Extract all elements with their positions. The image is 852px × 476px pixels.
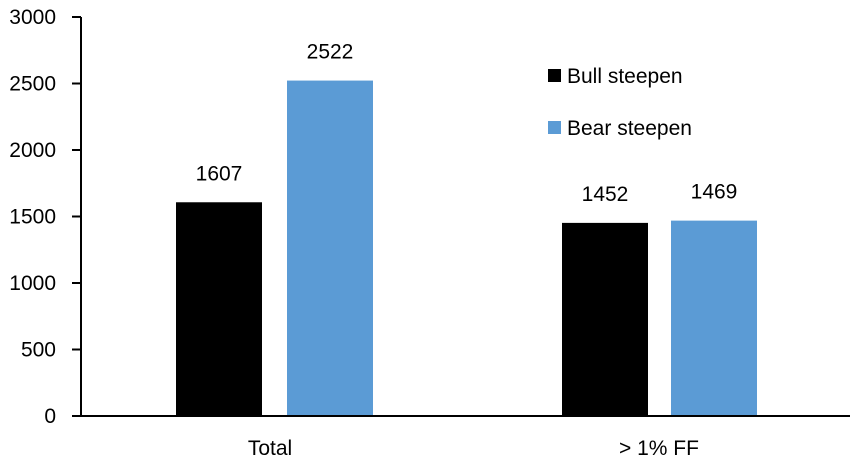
y-tick-label: 2500 [9,73,56,96]
legend-label: Bear steepen [567,117,692,140]
y-tick-label: 0 [44,405,56,428]
data-label: 1452 [582,183,629,206]
y-tick-label: 1000 [9,272,56,295]
bar-bear-steepen [671,220,757,416]
data-label: 1607 [196,162,243,185]
y-tick-label: 500 [21,339,56,362]
bar-bear-steepen [287,80,373,416]
x-category-label: Total [248,437,292,460]
data-label: 1469 [691,181,738,204]
legend-swatch [548,121,561,134]
x-category-label: > 1% FF [619,437,699,460]
y-tick-label: 3000 [9,6,56,29]
data-label: 2522 [307,41,354,64]
y-tick-label: 1500 [9,206,56,229]
legend-label: Bull steepen [567,65,683,88]
bar-bull-steepen [562,222,648,416]
legend-swatch [548,69,561,82]
y-tick-label: 2000 [9,139,56,162]
bar-bull-steepen [176,202,262,416]
